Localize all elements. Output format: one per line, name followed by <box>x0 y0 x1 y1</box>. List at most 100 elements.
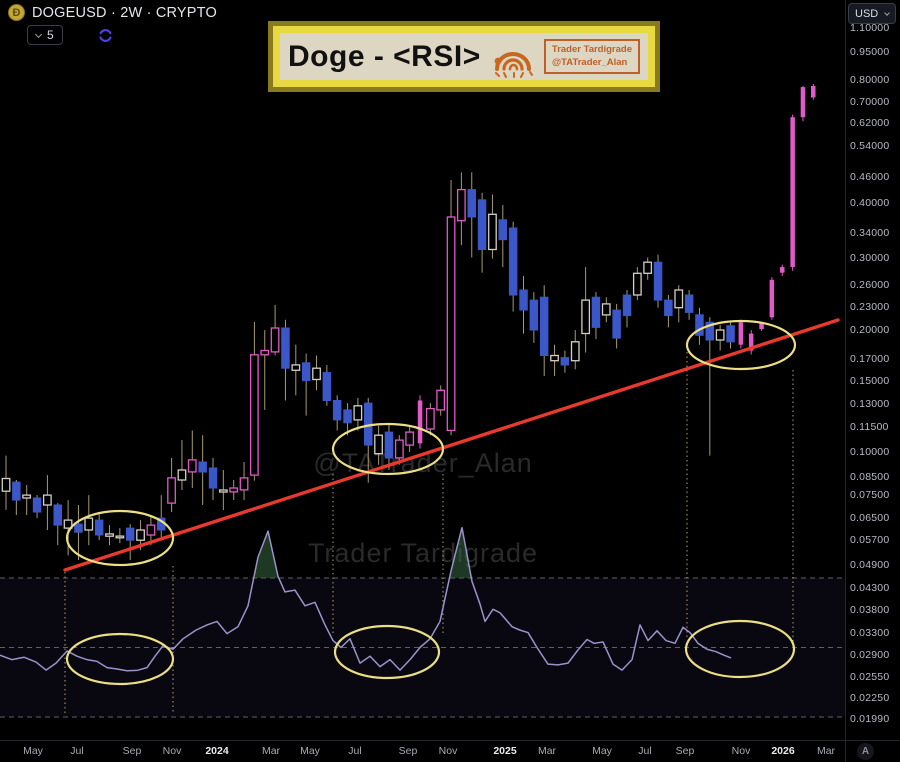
candle-body <box>477 199 487 251</box>
candle-body <box>270 327 280 353</box>
price-tick-label: 0.07500 <box>850 489 890 501</box>
candle-body <box>811 86 816 98</box>
annotation-ellipse-rsi[interactable] <box>65 632 175 686</box>
candle <box>260 330 270 410</box>
candle-body <box>322 372 332 402</box>
candle-body <box>125 527 135 541</box>
candle-body <box>115 535 125 539</box>
bar-count-button[interactable]: 5 <box>27 25 63 45</box>
candle-body <box>632 272 642 296</box>
candle <box>417 395 423 449</box>
candle <box>125 524 135 561</box>
candle <box>498 205 507 268</box>
auto-scale-badge[interactable]: A <box>857 743 874 760</box>
candle <box>560 350 570 373</box>
candle-body <box>759 323 764 330</box>
candle-body <box>612 309 621 339</box>
price-tick-label: 0.11500 <box>850 421 889 433</box>
candle-body <box>488 213 497 251</box>
rsi-line <box>0 526 732 672</box>
candle-body <box>674 289 684 309</box>
candle-body <box>436 389 446 411</box>
candle-body <box>570 341 580 362</box>
candle <box>550 344 559 376</box>
candle <box>291 344 301 396</box>
candle <box>581 267 591 353</box>
time-axis-year-label: 2024 <box>205 745 229 757</box>
candle <box>218 470 228 511</box>
time-axis-year-label: 2026 <box>771 745 795 757</box>
candle-body <box>177 469 187 481</box>
price-tick-label: 1.10000 <box>850 22 890 34</box>
candle <box>738 319 744 349</box>
candle-body <box>498 219 507 241</box>
banner-brand-box: Trader Tardigrade @TATrader_Alan <box>543 39 640 74</box>
price-axis[interactable]: 1.10000 0.95000 0.80000 0.70000 0.62000 0.540… <box>846 0 900 740</box>
candle-body <box>63 519 73 529</box>
candle <box>726 322 735 349</box>
refresh-icon[interactable] <box>98 28 113 48</box>
time-axis[interactable]: May Jul Sep Nov 2024 Mar May Jul Sep Nov 2025 Mar Ma… <box>0 741 845 762</box>
time-axis-month-label: Mar <box>537 745 557 757</box>
candle-body <box>456 188 466 222</box>
candle-body <box>591 296 601 328</box>
candle <box>456 172 466 246</box>
candle-body <box>529 299 539 331</box>
time-axis-year-label: 2025 <box>493 745 517 757</box>
candle-body <box>539 296 549 357</box>
annotation-ellipse-price[interactable] <box>331 422 445 476</box>
doge-coin-icon: Đ <box>8 4 25 21</box>
annotation-ellipse-price[interactable] <box>685 319 797 371</box>
title-banner-inner: Doge - <RSI> Trader Tardigrade @TATrader… <box>273 26 655 87</box>
candle-body <box>508 227 518 296</box>
candle <box>467 172 476 258</box>
time-axis-month-label: Jul <box>638 745 652 757</box>
candle-body <box>22 494 32 499</box>
banner-brand-line2: @TATrader_Alan <box>551 56 628 68</box>
annotation-ellipse-rsi[interactable] <box>684 619 796 679</box>
time-axis-month-label: May <box>300 745 320 757</box>
time-axis-month-label: Sep <box>398 745 418 757</box>
candle <box>208 457 218 501</box>
candle-body <box>467 189 476 218</box>
candle <box>12 480 21 515</box>
price-tick-label: 0.04300 <box>850 582 890 594</box>
time-axis-month-label: Sep <box>122 745 142 757</box>
trendline-drawing[interactable] <box>63 318 840 572</box>
price-tick-label: 0.13000 <box>850 398 890 410</box>
annotation-ellipse-rsi[interactable] <box>333 624 441 680</box>
price-tick-label: 0.15000 <box>850 375 890 387</box>
price-tick-label: 0.04900 <box>850 559 890 571</box>
time-axis-month-label: Jul <box>70 745 84 757</box>
candle <box>653 254 663 308</box>
candle <box>74 505 83 561</box>
candle-body <box>291 364 301 371</box>
candle <box>157 495 166 541</box>
price-tick-label: 0.40000 <box>850 197 890 209</box>
price-axis-border <box>845 0 846 762</box>
annotation-ellipse-price[interactable] <box>65 509 175 567</box>
candle <box>664 295 673 328</box>
candle-body <box>790 117 795 267</box>
candle-body <box>705 321 714 341</box>
price-tick-label: 0.10000 <box>850 446 890 458</box>
candle <box>301 353 311 416</box>
symbol-title[interactable]: DOGEUSD · 2W · CRYPTO <box>32 4 217 21</box>
chart-canvas[interactable] <box>0 0 845 740</box>
currency-button[interactable]: USD <box>848 3 896 24</box>
price-tick-label: 0.46000 <box>850 171 890 183</box>
candle <box>800 86 806 122</box>
price-tick-label: 0.02900 <box>850 649 890 661</box>
candle-body <box>12 481 21 501</box>
candle <box>632 267 642 301</box>
candle-body <box>198 461 207 473</box>
time-axis-month-label: May <box>23 745 43 757</box>
candle-body <box>664 299 673 317</box>
candle <box>612 303 621 349</box>
candle <box>622 290 632 328</box>
candle-body <box>42 494 52 506</box>
candle <box>425 403 435 436</box>
candle <box>332 395 342 431</box>
price-tick-label: 0.01990 <box>850 713 890 725</box>
candle-body <box>643 261 653 274</box>
